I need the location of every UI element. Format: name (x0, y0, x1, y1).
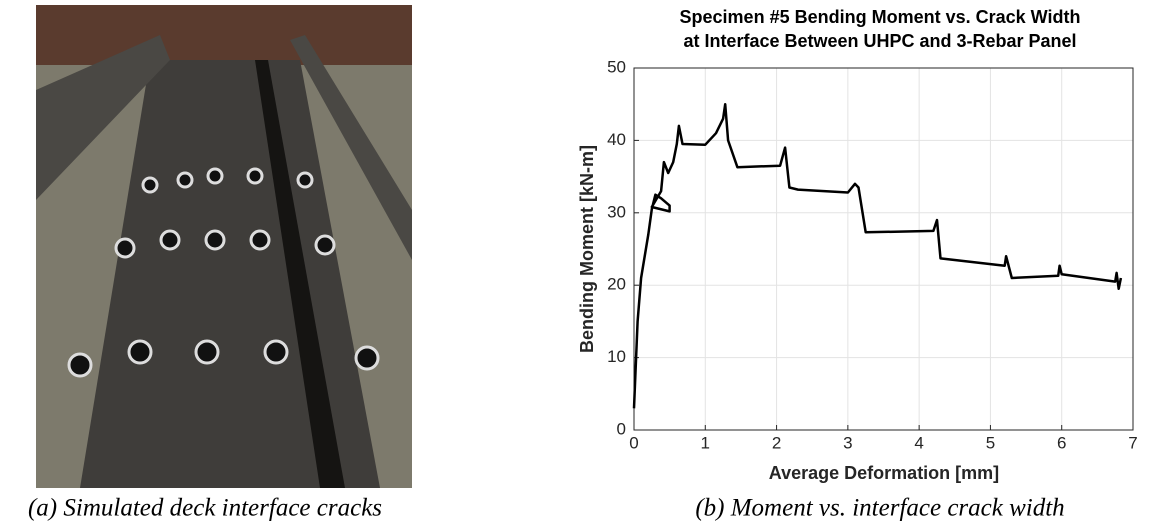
x-tick-label: 3 (843, 433, 852, 452)
y-tick-label: 10 (607, 347, 626, 366)
photo (36, 5, 412, 488)
x-tick-label: 2 (772, 433, 781, 452)
photo-sensors (67, 167, 380, 378)
y-tick-label: 0 (617, 419, 626, 438)
y-tick-label: 20 (607, 275, 626, 294)
chart-title: at Interface Between UHPC and 3-Rebar Pa… (683, 31, 1076, 51)
caption: (b) Moment vs. interface crack width (695, 495, 1064, 522)
chart-title: Specimen #5 Bending Moment vs. Crack Wid… (680, 7, 1081, 27)
photo-crack (255, 60, 345, 488)
y-tick-label: 40 (607, 130, 626, 149)
x-tick-label: 0 (629, 433, 638, 452)
x-axis-label: Average Deformation [mm] (769, 463, 999, 483)
x-tick-label: 1 (701, 433, 710, 452)
x-tick-label: 6 (1057, 433, 1066, 452)
caption: (a) Simulated deck interface cracks (28, 495, 382, 522)
x-tick-label: 7 (1128, 433, 1137, 452)
x-tick-label: 5 (986, 433, 995, 452)
data-line (632, 102, 1123, 409)
photo-rod (36, 35, 170, 200)
y-tick-label: 30 (607, 202, 626, 221)
plot-frame (633, 67, 1134, 431)
y-axis-label: Bending Moment [kN-m] (577, 145, 597, 353)
plot-area (634, 68, 1133, 430)
y-tick-label: 50 (607, 57, 626, 76)
x-tick-label: 4 (914, 433, 923, 452)
photo-top (36, 5, 412, 65)
photo-rod (290, 35, 412, 260)
